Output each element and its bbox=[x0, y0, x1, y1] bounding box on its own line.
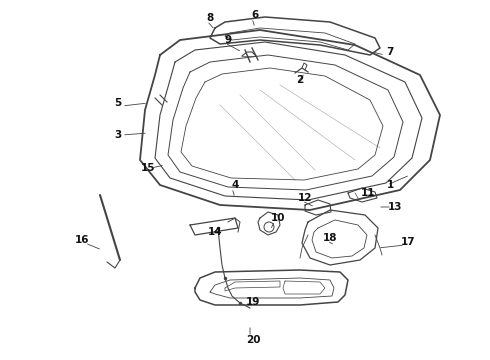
Text: 16: 16 bbox=[75, 235, 89, 245]
Text: 19: 19 bbox=[246, 297, 260, 307]
Text: 13: 13 bbox=[388, 202, 402, 212]
Text: 7: 7 bbox=[386, 47, 393, 57]
Text: 3: 3 bbox=[114, 130, 122, 140]
Text: 6: 6 bbox=[251, 10, 259, 20]
Text: 17: 17 bbox=[401, 237, 416, 247]
Text: 11: 11 bbox=[361, 188, 375, 198]
Text: 15: 15 bbox=[141, 163, 155, 173]
Text: 12: 12 bbox=[298, 193, 312, 203]
Text: 2: 2 bbox=[296, 75, 304, 85]
Text: 5: 5 bbox=[114, 98, 122, 108]
Text: 9: 9 bbox=[224, 35, 232, 45]
Text: 14: 14 bbox=[208, 227, 222, 237]
Text: 20: 20 bbox=[246, 335, 260, 345]
Text: 4: 4 bbox=[231, 180, 239, 190]
Text: 18: 18 bbox=[323, 233, 337, 243]
Text: 1: 1 bbox=[387, 180, 393, 190]
Text: 10: 10 bbox=[271, 213, 285, 223]
Text: 8: 8 bbox=[206, 13, 214, 23]
